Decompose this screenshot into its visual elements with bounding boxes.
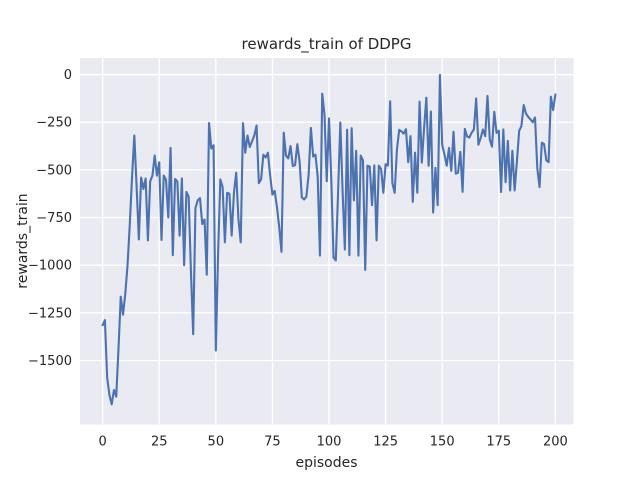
y-tick-labels: 0 −250 −500 −750 −1000 −1250 −1500 xyxy=(28,68,72,369)
y-tick-label: −1500 xyxy=(28,354,72,369)
y-tick-label: −500 xyxy=(36,163,72,178)
x-tick-label: 25 xyxy=(151,435,168,450)
x-tick-label: 75 xyxy=(264,435,281,450)
x-tick-label: 100 xyxy=(317,435,342,450)
x-tick-label: 50 xyxy=(208,435,225,450)
x-tick-label: 175 xyxy=(486,435,511,450)
x-tick-label: 200 xyxy=(543,435,568,450)
chart-title: rewards_train of DDPG xyxy=(242,35,412,54)
gridlines xyxy=(80,58,574,425)
y-tick-label: −250 xyxy=(36,116,72,131)
x-tick-label: 125 xyxy=(373,435,398,450)
y-tick-label: −750 xyxy=(36,211,72,226)
y-tick-label: −1250 xyxy=(28,306,72,321)
x-tick-labels: 0 25 50 75 100 125 150 175 200 xyxy=(98,435,567,450)
y-tick-label: 0 xyxy=(64,68,72,83)
x-axis-label: episodes xyxy=(295,455,357,471)
rewards-train-line xyxy=(101,73,557,406)
x-tick-label: 150 xyxy=(430,435,455,450)
y-tick-label: −1000 xyxy=(28,259,72,274)
x-tick-label: 0 xyxy=(98,435,106,450)
plot-background xyxy=(80,58,574,425)
y-axis-label: rewards_train xyxy=(15,193,31,288)
